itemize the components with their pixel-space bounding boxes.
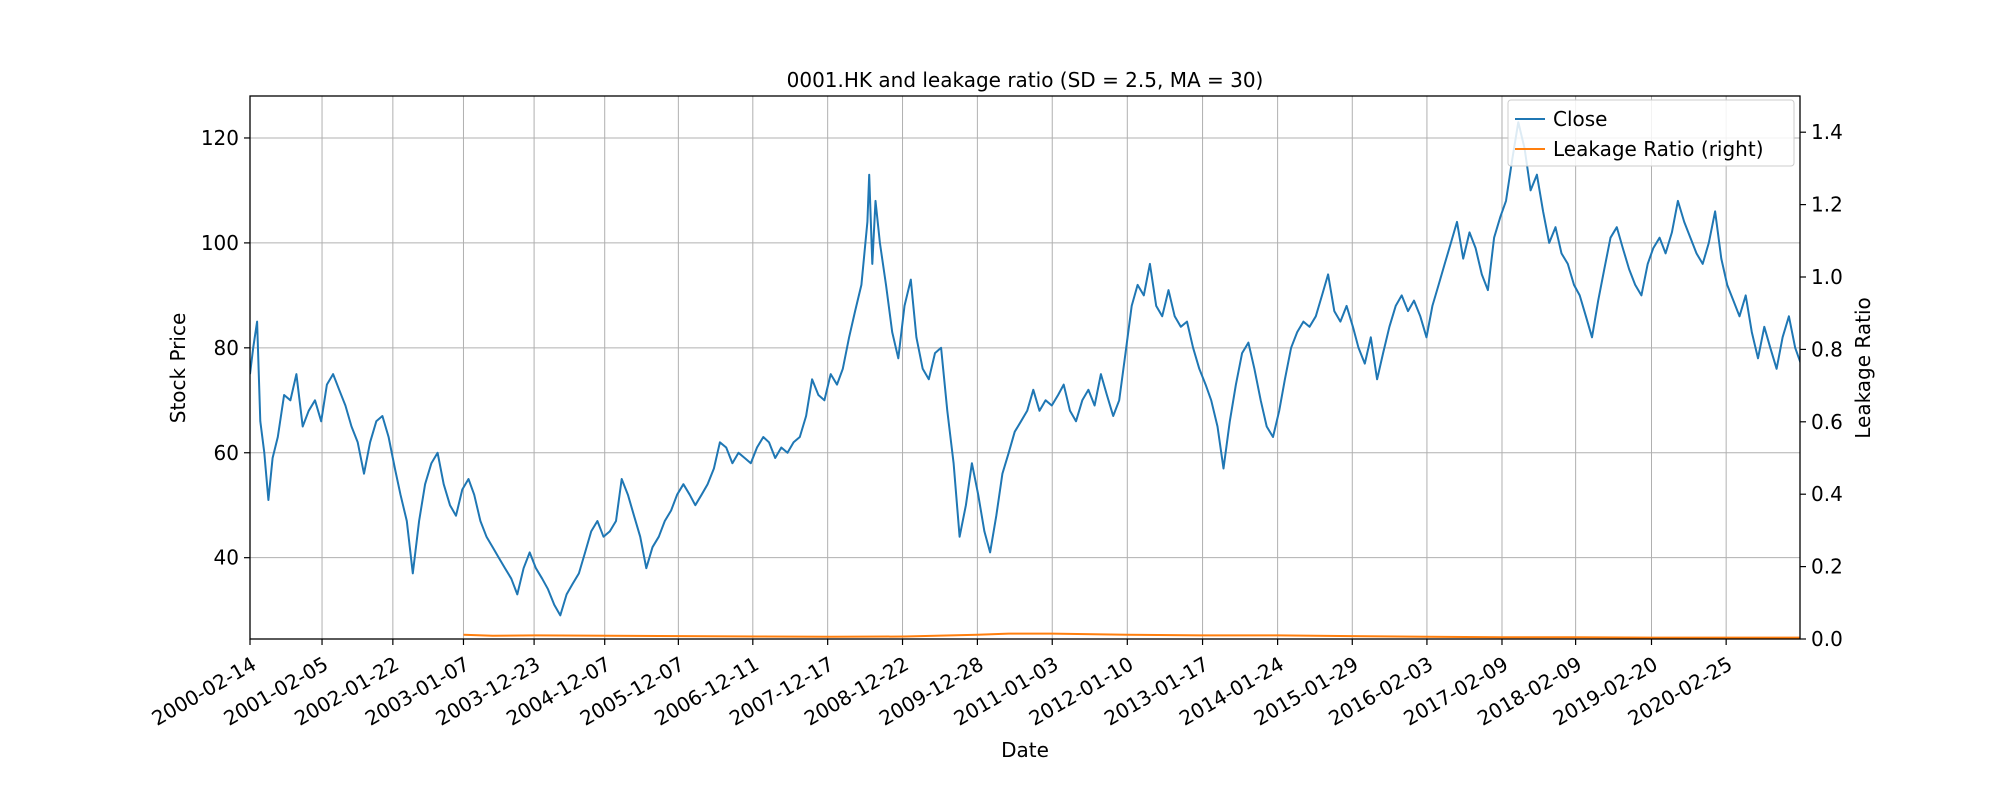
- y-right-tick-label: 0.2: [1811, 555, 1843, 579]
- legend-label-close: Close: [1553, 107, 1607, 131]
- series-line-leakage-ratio: [463, 632, 1800, 639]
- series-line-close: [250, 121, 1800, 617]
- y-right-tick-label: 1.0: [1811, 265, 1843, 289]
- y-right-tick-label: 0.0: [1811, 627, 1843, 651]
- plot-frame: [249, 95, 1801, 640]
- y-axis-right-label: Leakage Ratio: [1851, 297, 1875, 439]
- y-tick-label: 100: [201, 231, 239, 255]
- grid: [249, 96, 1800, 639]
- legend-box: [1507, 99, 1795, 167]
- y-right-tick-label: 0.4: [1811, 482, 1843, 506]
- y-tick-label: 40: [214, 546, 239, 570]
- series-layer: [250, 121, 1800, 639]
- y-axis-label: Stock Price: [166, 313, 190, 424]
- y-tick-label: 120: [201, 126, 239, 150]
- y-right-tick-label: 1.2: [1811, 193, 1843, 217]
- y-right-tick-label: 0.6: [1811, 410, 1843, 434]
- y-right-tick-label: 0.8: [1811, 337, 1843, 361]
- x-axis-label: Date: [1001, 738, 1049, 762]
- y-tick-label: 80: [214, 336, 239, 360]
- y-right-tick-label: 1.4: [1811, 120, 1843, 144]
- legend-label-leakage: Leakage Ratio (right): [1553, 137, 1764, 161]
- y-tick-label: 60: [214, 441, 239, 465]
- chart-title: 0001.HK and leakage ratio (SD = 2.5, MA …: [787, 68, 1264, 92]
- legend: Close Leakage Ratio (right): [1507, 99, 1795, 167]
